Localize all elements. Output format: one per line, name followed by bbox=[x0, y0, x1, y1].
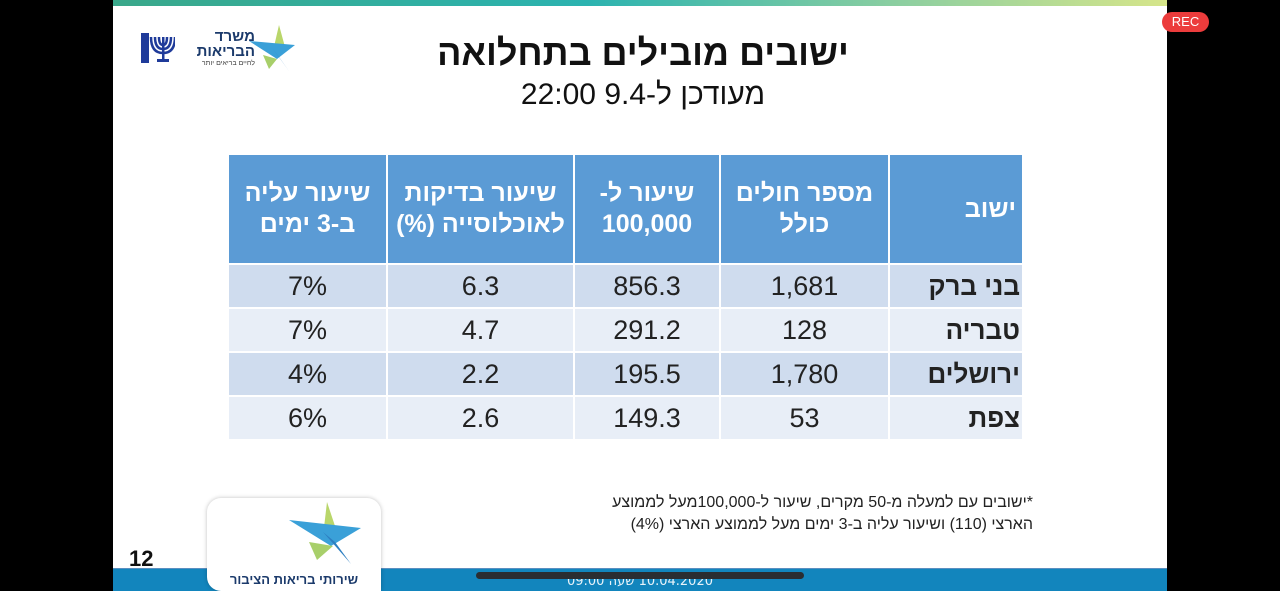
cell-total-cases: 128 bbox=[719, 307, 890, 353]
ministry-star-icon bbox=[249, 25, 295, 71]
table-row: טבריה 128 291.2 4.7 7% bbox=[227, 307, 1024, 353]
ministry-tagline: לחיים בריאים יותר bbox=[201, 60, 255, 67]
cell-locality: ירושלים bbox=[888, 351, 1024, 397]
cell-testing-rate: 4.7 bbox=[386, 307, 575, 353]
cell-total-cases: 1,780 bbox=[719, 351, 890, 397]
footnote-line-2: הארצי (110) ושיעור עליה ב-3 ימים מעל לממ… bbox=[630, 516, 1033, 533]
ministry-name: משרד הבריאות לחיים בריאים יותר bbox=[185, 29, 255, 68]
table-row: ירושלים 1,780 195.5 2.2 4% bbox=[227, 351, 1024, 397]
header-rate-per-100k: שיעור ל- 100,000 bbox=[573, 153, 721, 265]
public-health-services-logo: שירותי בריאות הציבור bbox=[207, 498, 381, 591]
ministry-name-line2: הבריאות bbox=[196, 43, 255, 60]
footnote: *ישובים עם למעלה מ-50 מקרים, שיעור ל-100… bbox=[543, 492, 1033, 536]
cell-3day-increase: 6% bbox=[227, 395, 388, 441]
footnote-line-1: *ישובים עם למעלה מ-50 מקרים, שיעור ל-100… bbox=[612, 494, 1033, 511]
cell-testing-rate: 2.2 bbox=[386, 351, 575, 397]
public-health-star-icon bbox=[289, 502, 361, 564]
cell-3day-increase: 7% bbox=[227, 307, 388, 353]
cell-3day-increase: 4% bbox=[227, 351, 388, 397]
cell-rate-per-100k: 291.2 bbox=[573, 307, 721, 353]
cell-locality: צפת bbox=[888, 395, 1024, 441]
cell-rate-per-100k: 856.3 bbox=[573, 263, 721, 309]
home-indicator-bar[interactable] bbox=[476, 572, 804, 579]
cell-testing-rate: 2.6 bbox=[386, 395, 575, 441]
cell-locality: בני ברק bbox=[888, 263, 1024, 309]
header-locality: ישוב bbox=[888, 153, 1024, 265]
table-row: בני ברק 1,681 856.3 6.3 7% bbox=[227, 263, 1024, 309]
ministry-of-health-logo: משרד הבריאות לחיים בריאים יותר bbox=[141, 25, 295, 73]
leading-localities-table: ישוב מספר חולים כולל שיעור ל- 100,000 שי… bbox=[227, 153, 1024, 441]
table-row: צפת 53 149.3 2.6 6% bbox=[227, 395, 1024, 441]
menorah-emblem-icon bbox=[141, 33, 175, 63]
recording-badge[interactable]: REC bbox=[1162, 12, 1209, 32]
header-3day-increase: שיעור עליה ב-3 ימים bbox=[227, 153, 388, 265]
cell-total-cases: 53 bbox=[719, 395, 890, 441]
ministry-name-line1: משרד bbox=[214, 28, 255, 45]
slide-subtitle: מעודכן ל-9.4 22:00 bbox=[520, 78, 766, 111]
header-total-cases: מספר חולים כולל bbox=[719, 153, 890, 265]
slide-title: ישובים מובילים בתחלואה bbox=[437, 32, 849, 73]
public-health-services-label: שירותי בריאות הציבור bbox=[229, 572, 359, 587]
slide-page-number: 12 bbox=[129, 546, 154, 571]
cell-locality: טבריה bbox=[888, 307, 1024, 353]
table-header-row: ישוב מספר חולים כולל שיעור ל- 100,000 שי… bbox=[227, 153, 1024, 265]
cell-testing-rate: 6.3 bbox=[386, 263, 575, 309]
cell-rate-per-100k: 195.5 bbox=[573, 351, 721, 397]
cell-total-cases: 1,681 bbox=[719, 263, 890, 309]
presentation-slide: משרד הבריאות לחיים בריאים יותר ישובים מו… bbox=[113, 0, 1167, 591]
cell-3day-increase: 7% bbox=[227, 263, 388, 309]
header-testing-rate: שיעור בדיקות לאוכלוסייה (%) bbox=[386, 153, 575, 265]
cell-rate-per-100k: 149.3 bbox=[573, 395, 721, 441]
slide-top-gradient-bar bbox=[113, 0, 1167, 6]
